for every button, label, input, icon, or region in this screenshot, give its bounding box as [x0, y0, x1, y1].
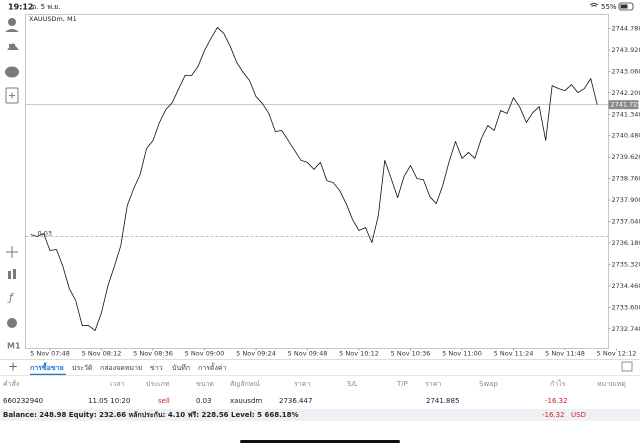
status-time: 19:12 [8, 3, 33, 12]
cell-current-price: 2741.885 [426, 397, 459, 405]
column-header: สัญลักษณ์ [230, 380, 260, 388]
cell-volume: 0.03 [196, 397, 212, 405]
layout-button[interactable] [621, 361, 633, 372]
trade-icon[interactable] [7, 43, 19, 50]
y-tick-label: 2736.180 [612, 239, 640, 247]
x-tick-label: 5 Nov 10:36 [391, 350, 431, 358]
account-icon-body[interactable] [5, 29, 19, 32]
tabs: การซื้อขาย ประวัติ กล่องจดหมาย ข่าว บันทึก กา… [30, 361, 227, 376]
column-header: T/P [396, 380, 408, 388]
column-header: ราคา [294, 380, 310, 388]
chat-icon[interactable] [5, 66, 19, 78]
x-tick-label: 5 Nov 09:48 [288, 350, 328, 358]
y-tick-label: 2742.200 [612, 89, 640, 97]
x-tick-label: 5 Nov 11:48 [545, 350, 585, 358]
tab[interactable]: กล่องจดหมาย [100, 364, 142, 372]
column-header: ขนาด [196, 380, 214, 388]
y-tick-label: 2738.760 [612, 175, 640, 183]
x-tick-label: 5 Nov 12:12 [597, 350, 637, 358]
home-indicator [240, 440, 400, 443]
new-order-icon[interactable] [5, 87, 19, 104]
chart-symbol: XAUUSDm, M1 [29, 15, 77, 23]
x-tick-label: 5 Nov 08:12 [82, 350, 122, 358]
y-tick-label: 2743.920 [612, 46, 640, 54]
toolbar: ƒ M1 [5, 18, 21, 351]
tab[interactable]: ประวัติ [72, 364, 93, 372]
column-header: คำสั่ง [3, 379, 19, 388]
timeframe[interactable]: M1 [7, 342, 21, 351]
y-tick-label: 2732.740 [612, 325, 640, 333]
position-volume: 0.03 [38, 229, 52, 237]
indicators-icon-bar[interactable] [13, 269, 16, 279]
summary-profit: -16.32 [542, 411, 565, 419]
cell-order: 660232940 [3, 397, 43, 405]
x-tick-label: 5 Nov 09:00 [185, 350, 225, 358]
x-tick-label: 5 Nov 10:12 [339, 350, 379, 358]
x-tick-label: 5 Nov 11:00 [442, 350, 482, 358]
column-header: ราคา [425, 380, 441, 388]
x-tick-label: 5 Nov 07:48 [30, 350, 70, 358]
add-button[interactable]: + [8, 360, 18, 374]
cell-symbol: xauusdm [230, 397, 262, 405]
tab[interactable]: บันทึก [172, 363, 190, 372]
y-tick-label: 2739.620 [612, 153, 640, 161]
wifi-icon [589, 3, 599, 7]
column-header: Swap [479, 380, 498, 388]
column-header: หมายเหตุ [597, 380, 626, 388]
account-icon[interactable] [8, 18, 16, 26]
y-tick-label: 2733.600 [612, 303, 640, 311]
x-tick-label: 5 Nov 08:36 [133, 350, 173, 358]
column-header: กำไร [550, 379, 566, 388]
tab[interactable]: การซื้อขาย [30, 361, 64, 372]
summary-currency: USD [571, 411, 586, 419]
column-header: ประเภท [146, 380, 170, 388]
price-line [30, 27, 598, 331]
y-tick-label: 2735.320 [612, 260, 640, 268]
indicators-icon[interactable] [8, 271, 11, 279]
tab[interactable]: การตั้งค่า [198, 361, 227, 372]
battery-fill [620, 4, 628, 9]
objects-icon[interactable] [7, 318, 17, 328]
x-tick-label: 5 Nov 09:24 [236, 350, 276, 358]
chart: 2744.780 2743.920 2743.060 2742.200 2741.340… [25, 24, 640, 358]
column-header: S/L [347, 380, 358, 388]
y-tick-label: 2744.780 [612, 24, 640, 32]
cell-type: sell [158, 397, 170, 405]
y-tick-label: 2737.040 [612, 218, 640, 226]
y-tick-label: 2734.460 [612, 282, 640, 290]
tab[interactable]: ข่าว [150, 364, 163, 372]
y-tick-label: 2741.340 [612, 110, 640, 118]
new-order-plus[interactable] [9, 92, 15, 99]
current-price-label: 2741.725 [611, 101, 640, 109]
battery-icon [618, 2, 634, 11]
status-date: อ. 5 พ.ย. [32, 3, 61, 11]
cell-time: 11.05 10:20 [88, 397, 130, 405]
crosshair-icon[interactable] [6, 246, 18, 258]
x-tick-label: 5 Nov 11:24 [494, 350, 534, 358]
summary-text: Balance: 248.98 Equity: 232.66 หลักประกั… [3, 411, 298, 419]
y-tick-label: 2740.480 [612, 132, 640, 140]
y-tick-label: 2743.060 [612, 67, 640, 75]
function-icon[interactable]: ƒ [7, 291, 15, 304]
current-price-box [608, 100, 639, 110]
summary-bar [0, 409, 640, 421]
battery-level: 55% [601, 3, 617, 11]
cell-open-price: 2736.447 [279, 397, 312, 405]
cell-profit: -16.32 [545, 397, 568, 405]
chart-frame [25, 14, 609, 349]
column-header: เวลา [110, 380, 125, 388]
y-tick-label: 2737.900 [612, 196, 640, 204]
positions-table: คำสั่ง เวลา ประเภท ขนาด สัญลักษณ์ ราคา S/L T/P ร… [3, 379, 626, 405]
